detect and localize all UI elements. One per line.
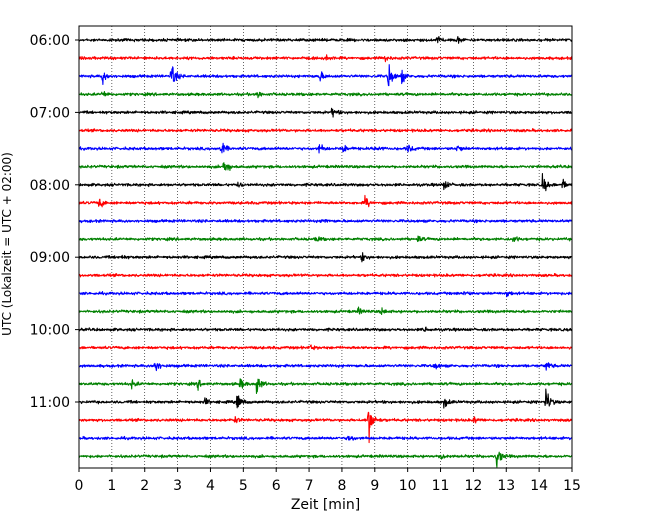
trace-0945 <box>78 306 573 316</box>
x-tick-label: 0 <box>75 478 84 494</box>
trace-0630 <box>78 64 573 87</box>
x-tick-label: 3 <box>173 478 182 494</box>
trace-0830 <box>78 218 573 224</box>
y-tick-label: 07:00 <box>30 105 70 121</box>
x-axis-title: Zeit [min] <box>291 497 360 513</box>
trace-0800 <box>78 173 573 192</box>
y-tick-label: 06:00 <box>30 33 70 49</box>
x-tick-label: 6 <box>272 478 281 494</box>
x-tick-label: 12 <box>464 478 482 494</box>
trace-0645 <box>78 90 573 99</box>
x-axis: 0 1 2 3 4 5 6 7 8 9 10 11 12 13 14 15 <box>75 468 581 494</box>
y-tick-label: 09:00 <box>30 250 70 266</box>
x-tick-label: 5 <box>239 478 248 494</box>
y-tick-label: 11:00 <box>30 395 70 411</box>
trace-0700 <box>78 107 573 118</box>
trace-0615 <box>78 54 573 63</box>
y-axis-title: UTC (Lokalzeit = UTC + 02:00) <box>0 152 14 336</box>
trace-1000 <box>78 326 573 332</box>
trace-1030 <box>78 362 573 372</box>
trace-0815 <box>78 194 573 208</box>
x-tick-label: 2 <box>140 478 149 494</box>
trace-1130 <box>78 435 573 441</box>
x-tick-label: 15 <box>563 478 581 494</box>
y-tick-label: 10:00 <box>30 323 70 339</box>
trace-1015 <box>78 344 573 351</box>
trace-0845 <box>78 235 573 243</box>
y-axis: 06:00 07:00 08:00 09:00 10:00 11:00 <box>30 33 79 411</box>
x-tick-label: 4 <box>206 478 215 494</box>
trace-0915 <box>78 272 573 278</box>
traces <box>78 35 573 468</box>
trace-0715 <box>78 128 573 133</box>
x-tick-label: 11 <box>432 478 450 494</box>
y-tick-label: 08:00 <box>30 178 70 194</box>
trace-0600 <box>78 35 573 44</box>
trace-0930 <box>78 291 573 298</box>
trace-0745 <box>78 162 573 171</box>
x-tick-label: 7 <box>305 478 314 494</box>
x-tick-label: 1 <box>107 478 116 494</box>
x-tick-label: 14 <box>530 478 548 494</box>
trace-1115 <box>78 411 573 444</box>
x-tick-label: 8 <box>337 478 346 494</box>
x-tick-label: 13 <box>497 478 515 494</box>
trace-0900 <box>78 252 573 263</box>
trace-1045 <box>78 378 573 395</box>
x-tick-label: 10 <box>399 478 417 494</box>
x-tick-label: 9 <box>370 478 379 494</box>
plot-frame <box>78 25 573 469</box>
trace-1145 <box>78 451 573 468</box>
trace-1100 <box>78 388 573 409</box>
trace-0730 <box>78 142 573 154</box>
